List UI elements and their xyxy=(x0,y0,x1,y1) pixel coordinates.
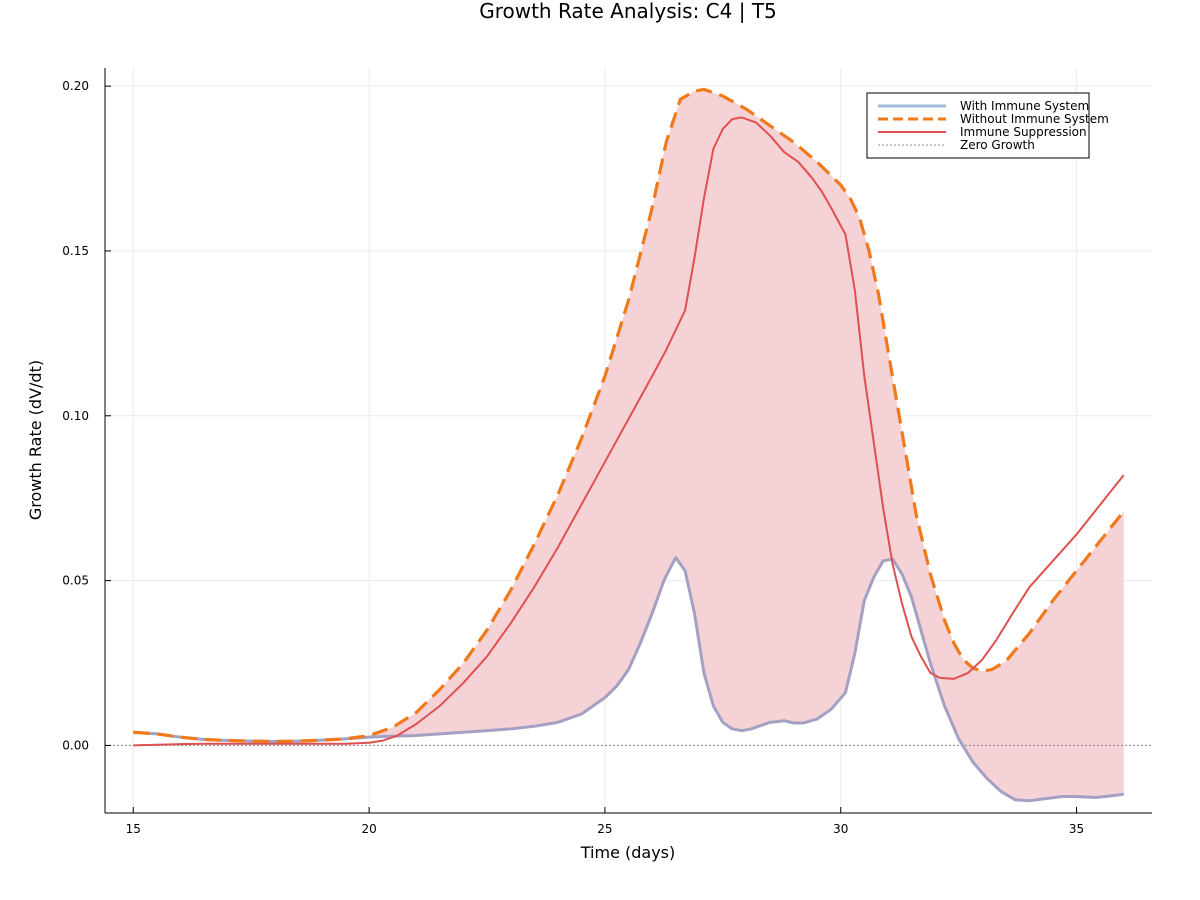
y-axis-title: Growth Rate (dV/dt) xyxy=(26,360,45,520)
x-tick-label: 25 xyxy=(597,822,612,836)
legend-without-immune-label: Without Immune System xyxy=(960,112,1109,126)
series-lines xyxy=(105,87,1152,803)
y-tick-label: 0.15 xyxy=(62,244,89,258)
series-with-immune-system xyxy=(133,556,1124,803)
tick-labels: 15 20 25 30 35 0.00 0.05 0.10 0.15 0.20 xyxy=(62,79,1084,836)
y-tick-label: 0.10 xyxy=(62,409,89,423)
legend-with-immune-label: With Immune System xyxy=(960,99,1089,113)
series-immune-suppression xyxy=(133,116,1125,747)
x-tick-label: 15 xyxy=(126,822,141,836)
x-tick-label: 30 xyxy=(833,822,848,836)
fill-between-area xyxy=(133,89,1124,801)
legend-zero-growth-label: Zero Growth xyxy=(960,138,1035,152)
series-without-immune-system xyxy=(133,87,1125,744)
y-tick-label: 0.20 xyxy=(62,79,89,93)
x-axis-title: Time (days) xyxy=(580,843,676,862)
x-tick-label: 35 xyxy=(1069,822,1084,836)
x-tick-label: 20 xyxy=(361,822,376,836)
y-tick-label: 0.05 xyxy=(62,574,89,588)
chart-title: Growth Rate Analysis: C4 | T5 xyxy=(479,0,777,23)
fill-between-region xyxy=(133,89,1124,801)
axes xyxy=(104,68,1152,814)
legend-immune-suppression-label: Immune Suppression xyxy=(960,125,1087,139)
legend-box xyxy=(866,92,1090,159)
y-tick-label: 0.00 xyxy=(62,738,89,752)
